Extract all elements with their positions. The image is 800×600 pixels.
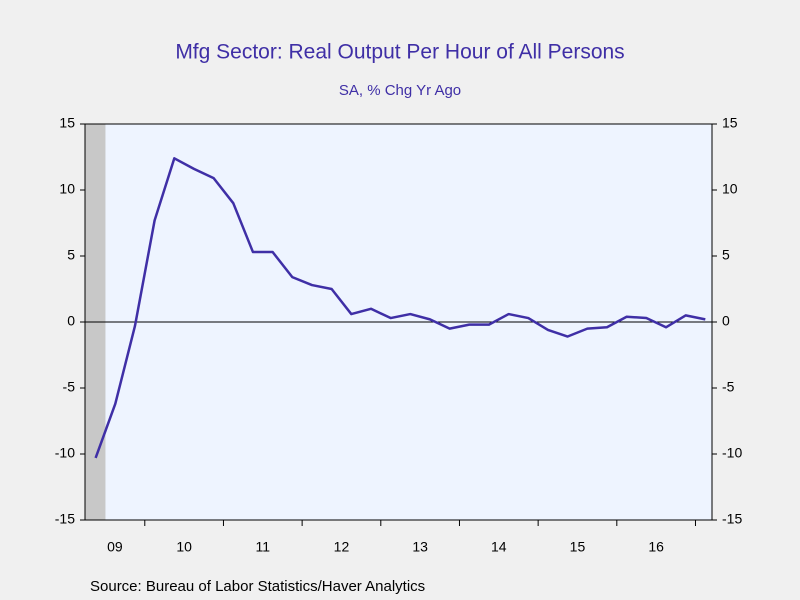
- y2-tick-label: 0: [722, 313, 730, 329]
- y2-tick-label: 10: [722, 181, 738, 197]
- x-tick-label: 09: [107, 539, 123, 555]
- x-tick-label: 12: [334, 539, 350, 555]
- y2-tick-label: 15: [722, 115, 738, 131]
- plot-frame: [84, 123, 713, 521]
- y-tick-label: 10: [59, 181, 75, 197]
- source-note: Source: Bureau of Labor Statistics/Haver…: [90, 578, 425, 595]
- x-tick-label: 11: [256, 539, 271, 555]
- y-tick-label: -10: [55, 445, 75, 461]
- data-line: [94, 157, 706, 459]
- chart-subtitle: SA, % Chg Yr Ago: [339, 82, 461, 99]
- y2-tick-label: -10: [722, 445, 742, 461]
- x-tick-label: 15: [570, 539, 586, 555]
- y-tick-label: 15: [59, 115, 75, 131]
- y2-tick-label: -5: [722, 379, 735, 395]
- x-tick-label: 13: [412, 539, 428, 555]
- chart-title: Mfg Sector: Real Output Per Hour of All …: [175, 41, 624, 64]
- y2-tick-label: -15: [722, 511, 742, 527]
- x-tick-label: 16: [648, 539, 664, 555]
- y-tick-label: -5: [63, 379, 76, 395]
- y2-tick-label: 5: [722, 247, 730, 263]
- x-tick-label: 14: [491, 539, 507, 555]
- x-tick-label: 10: [176, 539, 192, 555]
- y-tick-label: 5: [67, 247, 75, 263]
- y-tick-label: -15: [55, 511, 75, 527]
- y-tick-label: 0: [67, 313, 75, 329]
